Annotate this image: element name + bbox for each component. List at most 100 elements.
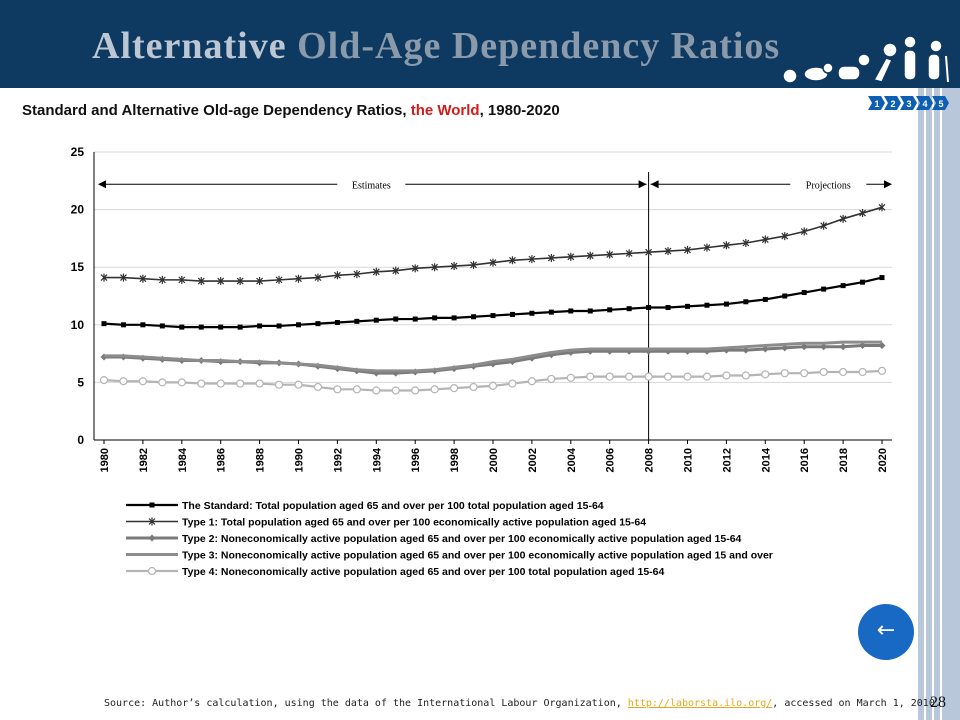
source-link[interactable]: http://laborsta.ilo.org/ bbox=[627, 698, 773, 709]
nav-item-4[interactable]: 4 bbox=[916, 96, 933, 110]
data-point bbox=[179, 324, 185, 330]
data-point bbox=[586, 251, 594, 260]
data-point bbox=[159, 323, 165, 329]
source-note: Source: Author’s calculation, using the … bbox=[104, 698, 941, 709]
nav-item-5[interactable]: 5 bbox=[932, 96, 949, 110]
data-point bbox=[761, 235, 769, 244]
x-tick-label: 1992 bbox=[332, 448, 344, 472]
series-line bbox=[104, 206, 883, 282]
label-bg bbox=[337, 176, 406, 191]
data-point bbox=[411, 386, 420, 395]
data-point bbox=[197, 277, 205, 286]
nav-chevron[interactable] bbox=[932, 96, 949, 110]
chart-subtitle: Standard and Alternative Old-age Depende… bbox=[22, 102, 560, 119]
x-tick-label: 1996 bbox=[410, 448, 422, 472]
data-point bbox=[685, 303, 690, 309]
y-tick-label: 25 bbox=[71, 145, 85, 159]
data-point bbox=[780, 369, 789, 378]
x-tick-label: 1982 bbox=[138, 448, 150, 472]
data-point bbox=[606, 250, 614, 259]
data-point bbox=[703, 243, 711, 252]
back-button[interactable]: ← bbox=[858, 604, 914, 660]
data-point bbox=[470, 260, 477, 269]
data-point bbox=[158, 275, 166, 284]
data-point bbox=[313, 382, 323, 392]
data-point bbox=[236, 379, 245, 388]
nav-item-1[interactable]: 1 bbox=[868, 96, 885, 110]
y-tick-label: 0 bbox=[77, 433, 84, 447]
nav-item-label[interactable]: 4 bbox=[922, 99, 927, 109]
data-point bbox=[333, 385, 342, 394]
data-point bbox=[392, 266, 400, 275]
data-point bbox=[781, 232, 789, 241]
series-4 bbox=[104, 340, 882, 373]
data-point bbox=[450, 262, 458, 271]
data-point bbox=[198, 324, 204, 330]
slide-nav: 1 2 3 4 5 bbox=[868, 96, 949, 110]
data-point bbox=[664, 247, 672, 256]
arrowhead bbox=[98, 180, 106, 189]
y-tick-label: 20 bbox=[71, 203, 85, 217]
data-point bbox=[878, 203, 886, 212]
data-point bbox=[605, 372, 614, 381]
arrowhead bbox=[638, 180, 647, 189]
nav-item-2[interactable]: 2 bbox=[884, 96, 901, 110]
rail-stripe bbox=[940, 88, 942, 720]
nav-item-label[interactable]: 5 bbox=[938, 99, 943, 109]
slide-title: Alternative Old-Age Dependency Ratios bbox=[92, 24, 780, 68]
nav-item-label[interactable]: 3 bbox=[906, 99, 911, 109]
data-point bbox=[800, 343, 808, 351]
data-point bbox=[120, 273, 127, 282]
data-point bbox=[839, 214, 847, 223]
nav-chevron[interactable] bbox=[868, 96, 885, 110]
nav-item-label[interactable]: 1 bbox=[874, 99, 879, 109]
x-tick-label: 2006 bbox=[605, 448, 617, 472]
legend-label: Type 1: Total population aged 65 and ove… bbox=[182, 517, 646, 529]
data-point bbox=[879, 275, 885, 281]
data-point bbox=[722, 346, 730, 354]
data-point bbox=[646, 305, 652, 311]
x-tick-label: 2020 bbox=[877, 448, 889, 472]
legend-label: Type 2: Noneconomically active populatio… bbox=[182, 533, 742, 545]
legend-marker bbox=[148, 517, 156, 526]
series-line bbox=[104, 340, 882, 373]
data-point bbox=[489, 258, 497, 267]
data-point bbox=[139, 274, 147, 283]
x-tick-label: 1994 bbox=[371, 447, 383, 472]
data-point bbox=[488, 381, 498, 390]
data-point bbox=[255, 379, 264, 388]
x-tick-label: 1986 bbox=[216, 448, 228, 472]
data-point bbox=[178, 275, 186, 284]
data-point bbox=[587, 308, 593, 314]
subtitle-part-1: Standard and Alternative Old-age Depende… bbox=[22, 102, 407, 119]
x-tick-label: 2010 bbox=[683, 448, 695, 472]
data-point bbox=[839, 343, 847, 351]
x-tick-label: 1998 bbox=[449, 448, 461, 472]
x-tick-label: 1988 bbox=[255, 448, 267, 472]
nav-chevron[interactable] bbox=[884, 96, 901, 110]
data-point bbox=[742, 346, 750, 354]
data-point bbox=[509, 256, 516, 265]
data-point bbox=[663, 372, 673, 381]
series-5 bbox=[99, 366, 887, 395]
data-point bbox=[490, 313, 496, 319]
data-point bbox=[547, 253, 555, 262]
data-point bbox=[158, 378, 167, 387]
data-point bbox=[859, 342, 867, 350]
data-point bbox=[353, 270, 361, 279]
data-point bbox=[450, 384, 459, 393]
data-point bbox=[782, 293, 788, 299]
data-point bbox=[741, 371, 750, 380]
data-point bbox=[274, 380, 284, 389]
x-tick-label: 2008 bbox=[644, 448, 656, 472]
data-point bbox=[821, 286, 827, 292]
data-point bbox=[197, 379, 206, 388]
data-point bbox=[743, 299, 749, 305]
nav-chevron[interactable] bbox=[916, 96, 933, 110]
nav-item-label[interactable]: 2 bbox=[890, 99, 895, 109]
data-point bbox=[411, 264, 419, 273]
nav-chevron[interactable] bbox=[900, 96, 917, 110]
nav-item-3[interactable]: 3 bbox=[900, 96, 917, 110]
data-point bbox=[801, 290, 807, 296]
data-point bbox=[548, 309, 554, 315]
